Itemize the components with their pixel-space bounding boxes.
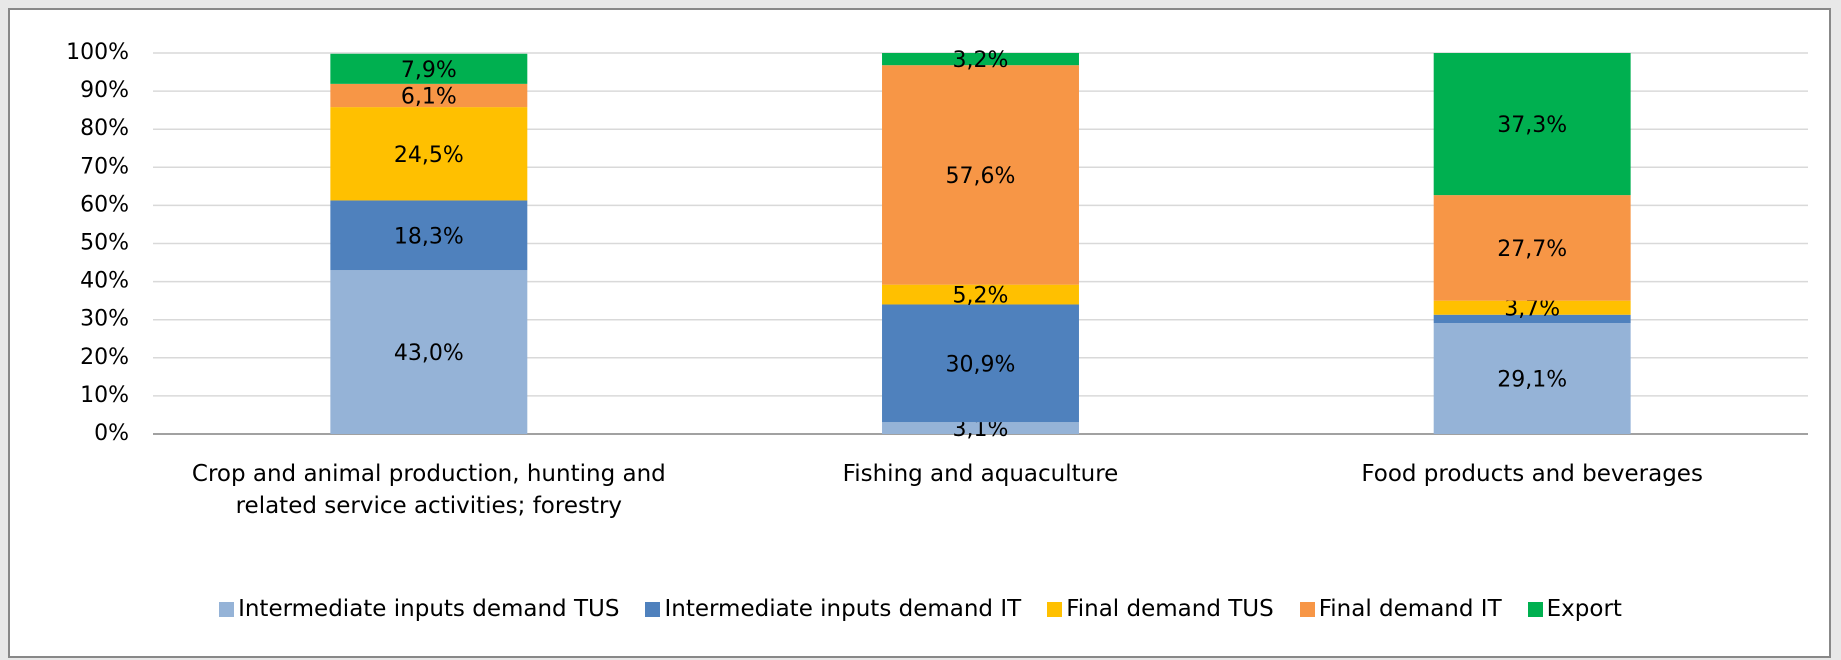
data-label: 5,2% <box>953 284 1009 309</box>
bar-segment <box>1433 323 1631 434</box>
bar-segment <box>1433 300 1631 315</box>
data-label: 57,6% <box>946 164 1016 189</box>
y-tick-label: 50% <box>80 231 129 256</box>
y-tick-label: 40% <box>80 269 129 294</box>
data-label: 3,2% <box>953 48 1009 73</box>
legend-swatch <box>1047 601 1063 617</box>
data-label: 24,5% <box>394 143 464 168</box>
bar-segment <box>882 53 1079 66</box>
data-label: 3,7% <box>1504 297 1560 322</box>
bar-segment <box>330 83 528 108</box>
y-tick-label: 100% <box>66 40 129 65</box>
bar-segment <box>1433 195 1631 301</box>
data-label: 27,7% <box>1497 237 1567 262</box>
legend-item: Export <box>1527 596 1622 622</box>
bar-segment <box>882 304 1079 423</box>
legend-label: Final demand IT <box>1318 596 1502 622</box>
bar-segment <box>882 65 1079 285</box>
legend-item: Intermediate inputs demand TUS <box>219 596 619 622</box>
x-tick-label: Fishing and aquaculture <box>842 461 1119 487</box>
bar-segment <box>330 270 528 434</box>
legend-item: Final demand IT <box>1299 596 1502 622</box>
data-label: 37,3% <box>1497 113 1567 138</box>
y-tick-label: 90% <box>80 78 129 103</box>
legend-label: Export <box>1546 596 1622 622</box>
legend-item: Intermediate inputs demand IT <box>645 596 1021 622</box>
data-label: 7,9% <box>401 58 457 83</box>
data-label: 18,3% <box>394 224 464 249</box>
bar-segment <box>882 422 1079 434</box>
bar-segment <box>1433 314 1631 324</box>
y-tick-label: 30% <box>80 307 129 332</box>
legend-item: Final demand TUS <box>1047 596 1274 622</box>
legend-swatch <box>1299 601 1315 617</box>
bar-segment <box>882 284 1079 305</box>
y-tick-label: 80% <box>80 116 129 141</box>
data-label: 29,1% <box>1497 368 1567 393</box>
legend-swatch <box>1527 601 1543 617</box>
legend-swatch <box>219 601 235 617</box>
y-tick-label: 70% <box>80 154 129 179</box>
y-tick-label: 0% <box>94 421 129 446</box>
legend-swatch <box>645 601 661 617</box>
y-tick-label: 10% <box>80 383 129 408</box>
bar-segment <box>330 107 528 201</box>
legend: Intermediate inputs demand TUS Intermedia… <box>0 596 1841 622</box>
data-label: 30,9% <box>946 352 1016 377</box>
bar-segment <box>330 200 528 271</box>
data-label: 6,1% <box>401 84 457 109</box>
legend-label: Intermediate inputs demand TUS <box>238 596 620 622</box>
x-tick-label: Food products and beverages <box>1361 461 1703 487</box>
y-tick-label: 60% <box>80 192 129 217</box>
x-tick-label: Crop and animal production, hunting and … <box>191 461 666 519</box>
data-label: 43,0% <box>394 341 464 366</box>
bar-segment <box>330 53 528 84</box>
bar-segment <box>1433 53 1631 196</box>
y-tick-label: 20% <box>80 345 129 370</box>
legend-label: Final demand TUS <box>1066 596 1274 622</box>
legend-label: Intermediate inputs demand IT <box>664 596 1022 622</box>
